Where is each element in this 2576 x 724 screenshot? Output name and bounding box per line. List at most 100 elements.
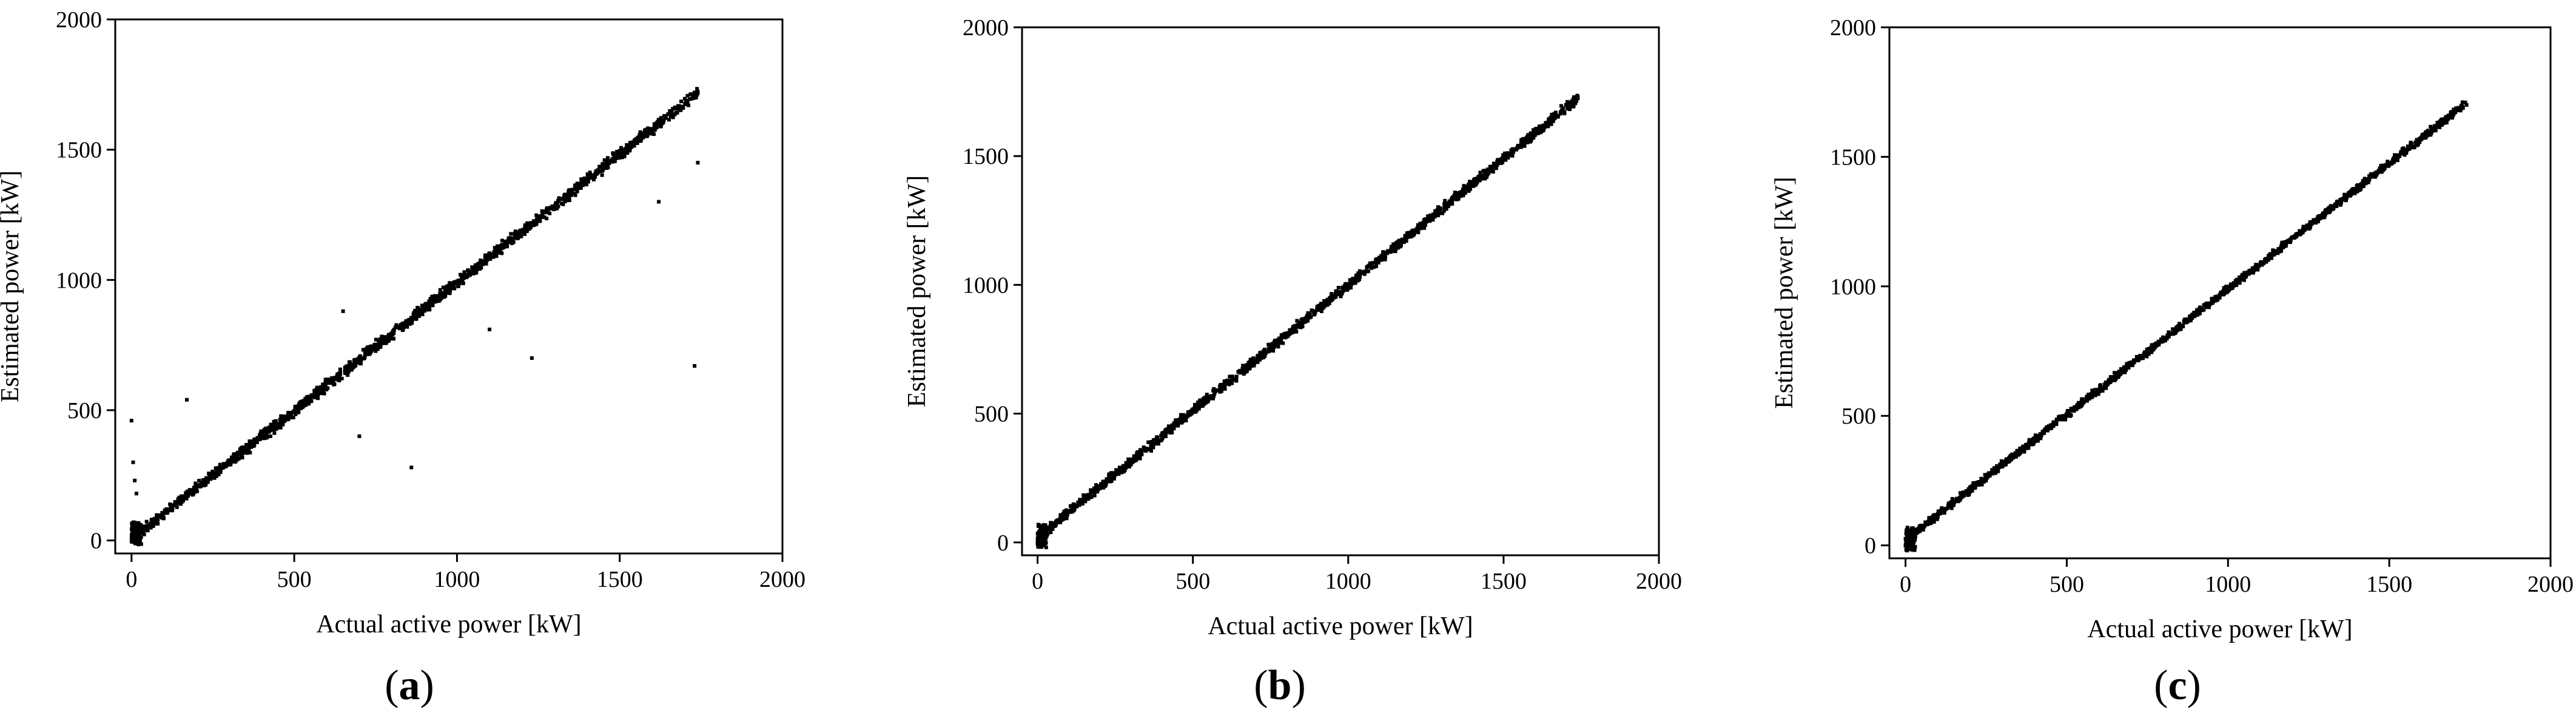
data-point bbox=[2001, 461, 2005, 465]
data-point bbox=[1099, 482, 1103, 486]
data-point bbox=[1198, 404, 1202, 408]
data-point bbox=[204, 479, 208, 483]
data-point bbox=[205, 476, 209, 481]
data-point bbox=[1402, 240, 1406, 245]
data-point bbox=[1126, 458, 1131, 462]
data-point bbox=[1904, 540, 1908, 544]
data-point bbox=[2432, 126, 2436, 130]
data-point bbox=[575, 181, 579, 186]
data-point bbox=[479, 266, 483, 270]
data-point bbox=[2361, 184, 2366, 188]
data-point bbox=[369, 344, 373, 348]
data-point bbox=[1918, 527, 1922, 531]
data-point bbox=[2265, 257, 2270, 261]
y-tick-label: 500 bbox=[1841, 404, 1876, 429]
data-point bbox=[425, 306, 429, 310]
data-point bbox=[1166, 424, 1171, 428]
data-point bbox=[1396, 242, 1401, 246]
x-tick-label: 1500 bbox=[597, 567, 643, 592]
data-point bbox=[1300, 322, 1304, 326]
data-point bbox=[2045, 425, 2050, 430]
data-point bbox=[2214, 299, 2218, 303]
data-point bbox=[2108, 380, 2112, 384]
data-point bbox=[2013, 452, 2017, 456]
data-point bbox=[2113, 371, 2117, 375]
data-point bbox=[348, 368, 352, 372]
data-point bbox=[1932, 519, 1936, 524]
data-point bbox=[194, 485, 198, 489]
data-point bbox=[513, 231, 517, 235]
data-point bbox=[2188, 315, 2192, 319]
data-point bbox=[1291, 330, 1296, 334]
data-point bbox=[1490, 167, 1494, 172]
data-point bbox=[1281, 333, 1285, 337]
data-point bbox=[417, 309, 421, 313]
data-point bbox=[432, 297, 437, 302]
scatter-points bbox=[1903, 100, 2469, 553]
data-point bbox=[369, 347, 374, 351]
data-point bbox=[534, 218, 539, 222]
data-point bbox=[630, 144, 634, 149]
data-point bbox=[463, 273, 468, 277]
data-point bbox=[1559, 104, 1563, 108]
data-point bbox=[420, 303, 424, 308]
data-point bbox=[513, 229, 517, 234]
data-point bbox=[200, 481, 204, 485]
data-point bbox=[2299, 231, 2303, 235]
data-point bbox=[2389, 161, 2393, 166]
data-point bbox=[295, 408, 299, 412]
data-point bbox=[1986, 472, 1990, 476]
data-point bbox=[554, 202, 559, 206]
data-point bbox=[1190, 411, 1194, 415]
data-point bbox=[2186, 319, 2190, 323]
data-point bbox=[1038, 545, 1043, 549]
data-point bbox=[2245, 271, 2250, 276]
data-point bbox=[641, 135, 645, 140]
data-point bbox=[2356, 183, 2361, 188]
data-point bbox=[2042, 430, 2046, 435]
data-point bbox=[2029, 438, 2033, 442]
data-point bbox=[1240, 367, 1245, 371]
data-point bbox=[2426, 129, 2430, 133]
data-point bbox=[559, 197, 563, 201]
data-point bbox=[1062, 509, 1066, 513]
data-point bbox=[694, 95, 698, 100]
data-point bbox=[1450, 201, 1454, 206]
data-point bbox=[643, 132, 647, 137]
data-point bbox=[1222, 385, 1226, 389]
data-point bbox=[452, 283, 456, 288]
data-point bbox=[2332, 206, 2336, 211]
data-point bbox=[510, 237, 514, 241]
data-point bbox=[1380, 257, 1385, 262]
data-point bbox=[353, 361, 357, 365]
data-point bbox=[1946, 501, 1951, 506]
data-point bbox=[1456, 194, 1460, 198]
data-point bbox=[1962, 490, 1966, 495]
data-point bbox=[2185, 317, 2189, 322]
data-point bbox=[1226, 381, 1231, 385]
data-point bbox=[2409, 143, 2413, 147]
data-point bbox=[482, 259, 486, 263]
data-point bbox=[145, 524, 149, 528]
data-point bbox=[1560, 110, 1564, 115]
data-point bbox=[469, 269, 474, 274]
data-point bbox=[695, 87, 699, 91]
data-point bbox=[1491, 166, 1496, 170]
data-point bbox=[473, 271, 477, 276]
data-point bbox=[1550, 112, 1554, 117]
data-point bbox=[1565, 107, 1569, 111]
data-point bbox=[1976, 482, 1980, 486]
data-point bbox=[229, 455, 234, 459]
data-point bbox=[2424, 132, 2429, 137]
data-point bbox=[1950, 499, 1954, 504]
data-point bbox=[1107, 472, 1111, 476]
data-point bbox=[1058, 513, 1063, 517]
data-point bbox=[578, 183, 582, 188]
data-point bbox=[1224, 382, 1228, 386]
data-point bbox=[1357, 274, 1362, 278]
data-point bbox=[1164, 431, 1168, 436]
data-point bbox=[2097, 389, 2102, 393]
data-point bbox=[1910, 547, 1914, 551]
data-point bbox=[1070, 507, 1074, 511]
